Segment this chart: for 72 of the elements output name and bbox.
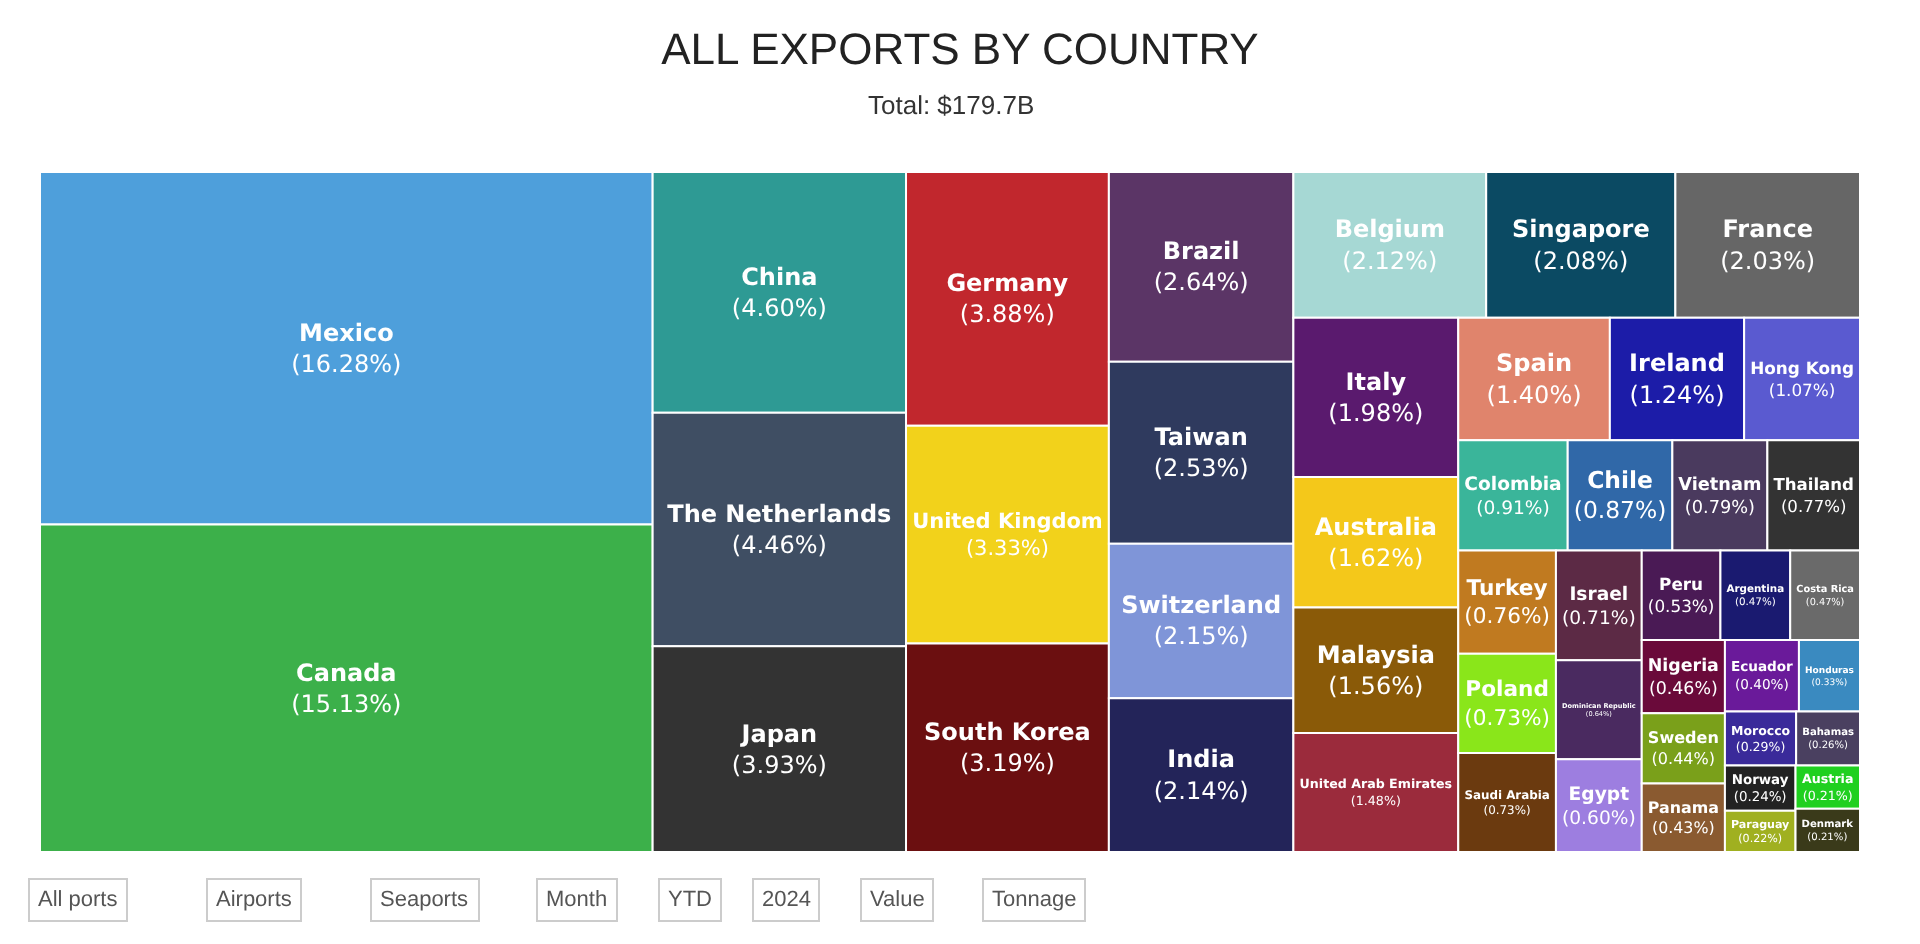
text: 2024 bbox=[762, 888, 811, 912]
data-label: (1.56%) bbox=[1328, 671, 1424, 700]
data-label: (3.93%) bbox=[731, 750, 827, 779]
category-label: Germany bbox=[946, 269, 1069, 298]
text: Tonnage bbox=[992, 888, 1077, 912]
category-label: Brazil bbox=[1162, 237, 1240, 266]
category-label: Mexico bbox=[299, 318, 394, 347]
category-label: Switzerland bbox=[1121, 591, 1282, 620]
category-label: China bbox=[741, 262, 818, 291]
category-label: Peru bbox=[1659, 573, 1704, 594]
data-label: (2.08%) bbox=[1533, 246, 1629, 275]
data-label: (2.15%) bbox=[1153, 622, 1249, 651]
category-label: Thailand bbox=[1773, 474, 1855, 495]
text: Seaports bbox=[380, 888, 470, 912]
data-label: (0.76%) bbox=[1464, 603, 1550, 630]
category-label: Malaysia bbox=[1316, 640, 1435, 669]
data-label: (1.07%) bbox=[1768, 379, 1836, 400]
text: Airports bbox=[216, 888, 293, 912]
category-label: Chile bbox=[1587, 466, 1654, 495]
category-label: Italy bbox=[1345, 367, 1407, 396]
data-label: (16.28%) bbox=[291, 349, 402, 378]
data-label: (0.91%) bbox=[1476, 497, 1550, 520]
category-label: France bbox=[1722, 215, 1813, 244]
text: Value bbox=[870, 888, 925, 912]
category-label: Poland bbox=[1465, 676, 1549, 703]
category-label: Canada bbox=[296, 658, 397, 687]
data-label: (3.19%) bbox=[959, 749, 1055, 778]
category-label: United Kingdom bbox=[912, 509, 1103, 534]
text: Total: $179.7B bbox=[868, 90, 1035, 120]
data-label: (0.71%) bbox=[1561, 607, 1636, 630]
data-label: (0.79%) bbox=[1684, 498, 1755, 519]
data-label: (0.87%) bbox=[1573, 496, 1667, 525]
data-label: (2.03%) bbox=[1720, 246, 1816, 275]
data-label: (1.24%) bbox=[1629, 380, 1725, 409]
data-label: (0.73%) bbox=[1464, 704, 1550, 731]
category-label: India bbox=[1167, 745, 1235, 774]
data-label: (0.46%) bbox=[1648, 679, 1718, 700]
category-label: The Netherlands bbox=[667, 499, 892, 528]
data-label: (4.60%) bbox=[731, 294, 827, 322]
category-label: Hong Kong bbox=[1750, 357, 1854, 378]
data-label: (1.40%) bbox=[1486, 380, 1582, 409]
text: YTD bbox=[668, 888, 713, 912]
data-label: (0.77%) bbox=[1780, 495, 1847, 516]
data-label: (2.12%) bbox=[1342, 246, 1438, 275]
category-label: Colombia bbox=[1464, 473, 1562, 496]
category-label: Belgium bbox=[1334, 215, 1445, 244]
data-label: (2.53%) bbox=[1153, 454, 1249, 483]
category-label: Israel bbox=[1569, 583, 1629, 606]
data-label: (3.88%) bbox=[959, 300, 1055, 329]
data-label: (4.46%) bbox=[731, 531, 827, 560]
category-label: Spain bbox=[1496, 349, 1573, 378]
data-label: (1.62%) bbox=[1328, 543, 1424, 572]
text: All ports bbox=[38, 888, 119, 912]
data-label: (2.64%) bbox=[1153, 268, 1249, 297]
text: Month bbox=[546, 888, 608, 912]
data-label: (15.13%) bbox=[291, 689, 402, 718]
text: ALL EXPORTS BY COUNTRY bbox=[661, 23, 1260, 74]
category-label: Vietnam bbox=[1678, 475, 1762, 496]
category-label: Ireland bbox=[1629, 349, 1725, 378]
category-label: South Korea bbox=[924, 718, 1091, 747]
data-label: (0.53%) bbox=[1647, 595, 1715, 616]
category-label: Egypt bbox=[1568, 783, 1631, 806]
data-label: (3.33%) bbox=[965, 537, 1049, 562]
category-label: Nigeria bbox=[1647, 657, 1720, 678]
data-label: (0.60%) bbox=[1561, 807, 1636, 830]
category-label: Singapore bbox=[1511, 215, 1650, 244]
data-label: (1.98%) bbox=[1328, 399, 1424, 428]
category-label: Taiwan bbox=[1154, 423, 1248, 452]
category-label: Australia bbox=[1314, 512, 1437, 541]
category-label: Japan bbox=[739, 719, 818, 748]
category-label: Turkey bbox=[1466, 575, 1548, 602]
data-label: (2.14%) bbox=[1153, 776, 1249, 805]
